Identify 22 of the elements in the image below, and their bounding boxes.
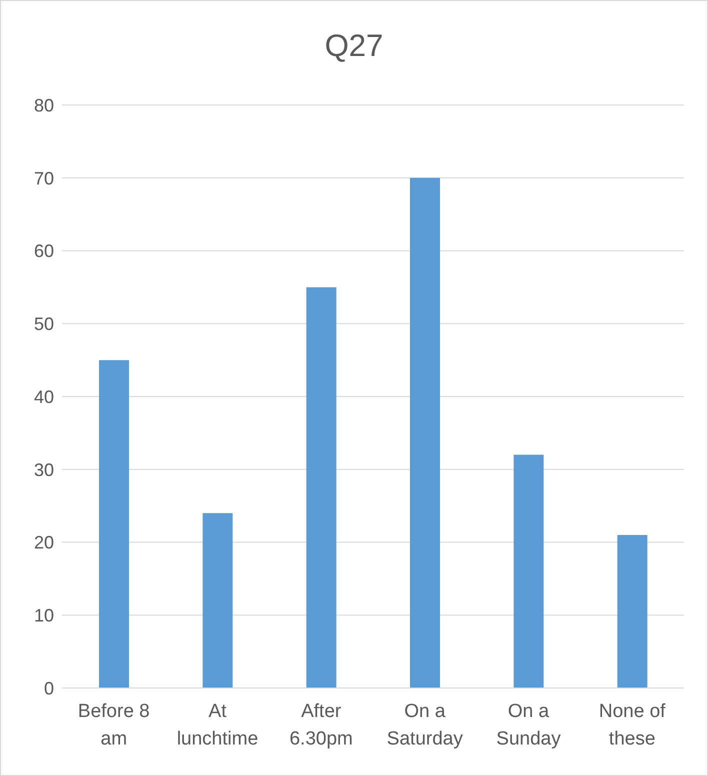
y-tick-label: 10 [34, 606, 54, 626]
bar [202, 513, 233, 688]
bar [410, 178, 440, 688]
bar [99, 360, 129, 688]
y-tick-label: 70 [34, 168, 54, 188]
x-tick-label: After 6.30pm [289, 701, 353, 750]
y-tick-label: 60 [34, 241, 54, 262]
y-tick-label: 0 [44, 678, 54, 698]
bar [617, 534, 648, 688]
y-tick-label: 20 [34, 532, 54, 553]
chart-title: Q27 [324, 28, 384, 64]
y-tick-label: 50 [34, 314, 54, 334]
x-tick-label: None of these [598, 701, 666, 750]
y-tick-label: 40 [34, 386, 54, 407]
x-tick-label: At lunchtime [176, 701, 258, 750]
bar [514, 454, 544, 688]
x-tick-label: On a Sunday [496, 701, 562, 750]
bar [306, 287, 336, 688]
y-tick-label: 80 [34, 95, 54, 116]
y-tick-label: 30 [34, 460, 54, 480]
x-tick-label: On a Saturday [386, 701, 464, 750]
x-tick-label: Before 8 am [78, 701, 150, 750]
